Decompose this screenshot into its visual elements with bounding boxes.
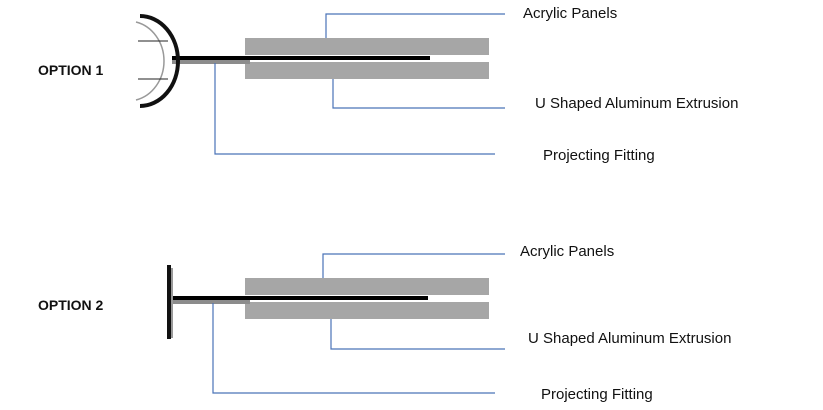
option-2-fitting-label: Projecting Fitting — [541, 386, 653, 403]
option-2-acrylic-panel-bottom — [245, 302, 489, 319]
option-1-fitting-rod — [172, 56, 430, 60]
option-1-acrylic-label: Acrylic Panels — [523, 5, 618, 22]
option-2-fitting-leader — [212, 303, 495, 394]
option-1-fitting-label: Projecting Fitting — [543, 147, 655, 164]
option-2-acrylic-label: Acrylic Panels — [520, 243, 615, 260]
option-1-extrusion-leader — [332, 79, 505, 109]
option-1-assembly — [135, 13, 505, 155]
option-2-acrylic-leader — [322, 253, 505, 278]
option-1-title: OPTION 1 — [38, 62, 104, 78]
option-2-rod-shadow — [172, 299, 250, 304]
option-1-acrylic-leader — [325, 13, 505, 38]
option-1-acrylic-panel-bottom — [245, 62, 489, 79]
option-1-extrusion-label: U Shaped Aluminum Extrusion — [535, 95, 739, 112]
option-1-fitting-leader — [214, 63, 495, 155]
option-2-extrusion-label: U Shaped Aluminum Extrusion — [528, 330, 732, 347]
option-1-acrylic-panel-top — [245, 38, 489, 55]
option-2-acrylic-panel-top — [245, 278, 489, 295]
option-2-fitting-rod — [172, 296, 428, 300]
option-2-assembly — [167, 253, 505, 394]
option-2-wall-plate-shade — [171, 268, 173, 338]
option-2-wall-plate — [167, 265, 171, 339]
option-2-extrusion-leader — [330, 319, 505, 350]
option-1-wall-plate — [139, 14, 180, 108]
option-1-wall-plate-shade — [135, 21, 165, 101]
option-1-rod-shadow — [172, 59, 250, 64]
option-2-title: OPTION 2 — [38, 297, 104, 313]
